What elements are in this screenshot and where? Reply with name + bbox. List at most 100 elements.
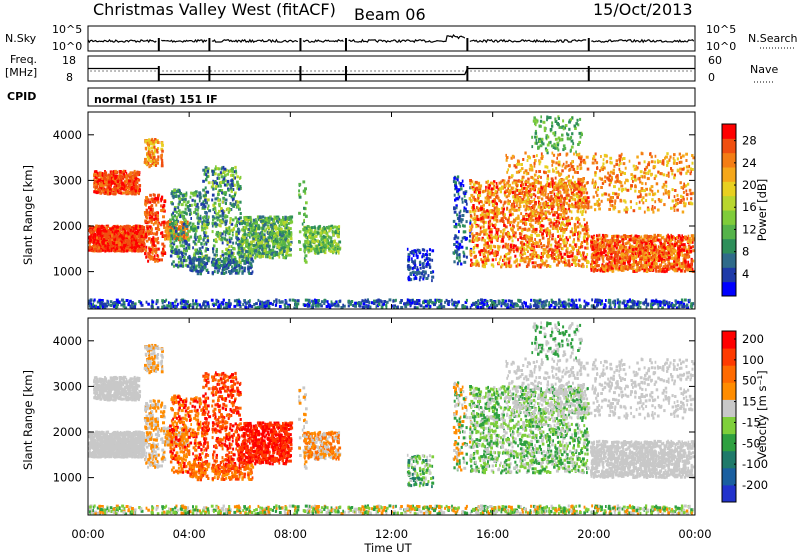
power-cell (131, 247, 133, 250)
power-cell (574, 226, 577, 229)
power-cell (431, 279, 433, 282)
power-cell (264, 230, 266, 233)
power-cell (215, 185, 218, 188)
power-cell (281, 251, 283, 254)
power-cell (178, 261, 180, 264)
power-cell (201, 228, 204, 231)
power-cell (183, 215, 185, 218)
power-cell (458, 181, 460, 184)
power-cell (96, 236, 98, 239)
power-heatmap (88, 115, 695, 309)
power-cell (257, 227, 260, 230)
power-cell (581, 202, 583, 205)
power-cell (90, 238, 92, 241)
power-cell (408, 278, 410, 281)
power-cell (243, 221, 246, 224)
power-cell (126, 249, 129, 252)
power-cell (330, 250, 333, 253)
power-cell (262, 220, 265, 223)
power-cell (184, 219, 187, 222)
power-cell (231, 252, 234, 255)
power-cell (539, 239, 541, 242)
power-cell (469, 179, 472, 182)
power-cell (453, 220, 456, 223)
power-cell (234, 193, 236, 196)
power-cell (172, 260, 174, 263)
power-cell (122, 175, 124, 178)
power-cell (205, 194, 207, 197)
power-cell (102, 232, 104, 235)
power-cell (151, 231, 153, 234)
nsky-line (161, 40, 207, 42)
power-cell (221, 168, 223, 171)
power-cell (421, 255, 423, 258)
power-cell (279, 236, 281, 239)
power-cell (183, 256, 185, 259)
power-cell (207, 259, 210, 262)
power-cell (302, 223, 304, 226)
power-cell (178, 201, 181, 204)
power-cell (93, 190, 95, 193)
power-cell (235, 216, 237, 219)
power-cell (419, 261, 421, 264)
nsky-line (470, 40, 586, 42)
power-cell (241, 255, 244, 258)
power-cell (169, 229, 172, 232)
power-cell (205, 186, 207, 189)
power-cell (549, 265, 552, 268)
power-cell (408, 266, 411, 269)
power-cell (278, 246, 281, 249)
power-cell (290, 221, 293, 224)
power-cell (318, 225, 321, 228)
power-cell (218, 189, 221, 192)
power-cell (226, 264, 228, 267)
power-cell (321, 237, 323, 240)
power-cell (185, 212, 188, 215)
power-cell (328, 235, 330, 238)
power-cell (473, 198, 476, 201)
power-cell (250, 224, 253, 227)
power-cell (153, 223, 155, 226)
power-cell (150, 160, 152, 163)
power-cell (135, 239, 137, 242)
power-cell (193, 266, 195, 269)
power-cell (130, 229, 132, 232)
power-cell (108, 181, 111, 184)
power-cell (216, 182, 218, 185)
power-cell (179, 264, 182, 267)
power-cell (218, 203, 221, 206)
power-cell (199, 247, 202, 250)
power-cell (247, 267, 249, 270)
power-cell (524, 260, 527, 263)
power-cell (257, 235, 260, 238)
power-cell (336, 234, 338, 237)
power-cell (313, 226, 315, 229)
power-cell (532, 261, 535, 264)
power-cell (249, 272, 251, 275)
power-cell (140, 235, 143, 238)
power-cell (458, 230, 460, 233)
power-cell (302, 180, 305, 183)
power-cell (489, 220, 491, 223)
power-cell (178, 228, 180, 231)
power-cell (187, 265, 190, 268)
power-cell (156, 248, 158, 251)
power-cell (500, 190, 502, 193)
power-cell (326, 232, 328, 235)
power-cell (217, 258, 219, 261)
power-cell (190, 236, 193, 239)
power-cell (584, 247, 586, 250)
power-cell (458, 193, 460, 196)
power-cell (145, 147, 147, 150)
power-cell (453, 207, 456, 210)
power-cell (215, 210, 217, 213)
power-cell (283, 246, 285, 249)
power-cell (185, 195, 187, 198)
power-cell (160, 209, 162, 212)
power-cell (303, 190, 306, 193)
power-cell (149, 194, 152, 197)
power-cell (278, 256, 280, 259)
power-cell (540, 256, 542, 259)
power-cell (477, 209, 479, 212)
power-cell (229, 221, 231, 224)
